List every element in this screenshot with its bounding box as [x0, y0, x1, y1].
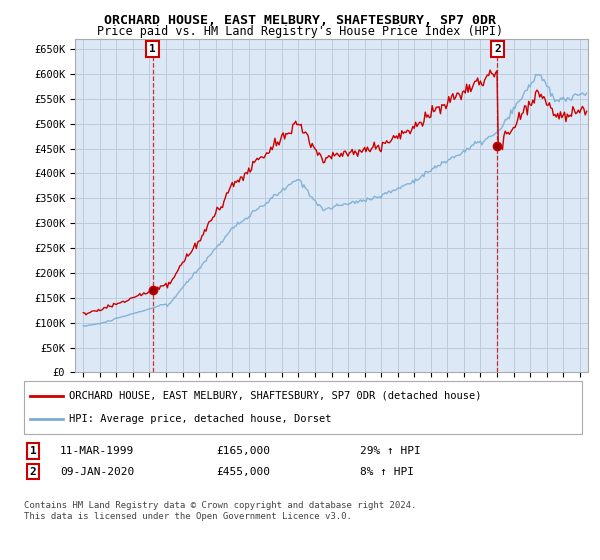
Text: 2: 2	[494, 44, 501, 54]
Text: £455,000: £455,000	[216, 466, 270, 477]
Text: 8% ↑ HPI: 8% ↑ HPI	[360, 466, 414, 477]
Text: Price paid vs. HM Land Registry's House Price Index (HPI): Price paid vs. HM Land Registry's House …	[97, 25, 503, 38]
Text: 29% ↑ HPI: 29% ↑ HPI	[360, 446, 421, 456]
Text: HPI: Average price, detached house, Dorset: HPI: Average price, detached house, Dors…	[69, 414, 331, 424]
Text: Contains HM Land Registry data © Crown copyright and database right 2024.
This d: Contains HM Land Registry data © Crown c…	[24, 501, 416, 521]
Text: ORCHARD HOUSE, EAST MELBURY, SHAFTESBURY, SP7 0DR (detached house): ORCHARD HOUSE, EAST MELBURY, SHAFTESBURY…	[69, 391, 482, 401]
Text: 09-JAN-2020: 09-JAN-2020	[60, 466, 134, 477]
Text: 2: 2	[29, 466, 37, 477]
Text: 11-MAR-1999: 11-MAR-1999	[60, 446, 134, 456]
Text: 1: 1	[149, 44, 156, 54]
Text: ORCHARD HOUSE, EAST MELBURY, SHAFTESBURY, SP7 0DR: ORCHARD HOUSE, EAST MELBURY, SHAFTESBURY…	[104, 14, 496, 27]
Text: 1: 1	[29, 446, 37, 456]
Text: £165,000: £165,000	[216, 446, 270, 456]
